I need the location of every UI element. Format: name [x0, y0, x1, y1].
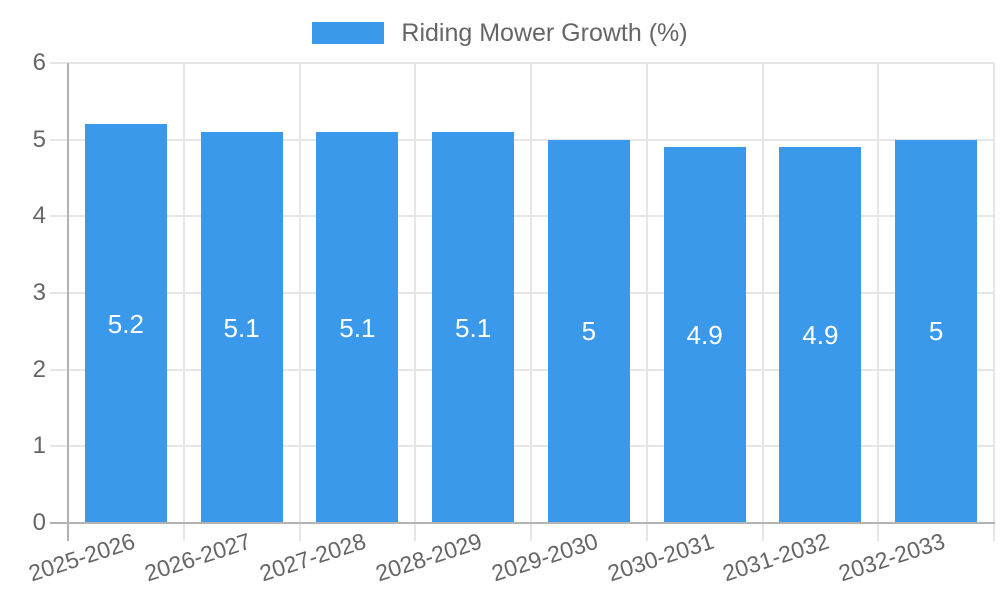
x-axis-line — [67, 522, 995, 524]
x-tick — [645, 523, 648, 541]
bar[interactable]: 5 — [547, 139, 630, 523]
y-tick — [50, 445, 68, 448]
x-gridline — [993, 63, 995, 523]
x-gridline — [414, 63, 417, 523]
x-axis-label: 2028-2029 — [372, 527, 486, 587]
y-axis-label: 0 — [32, 509, 46, 536]
bar[interactable]: 5 — [895, 139, 978, 523]
bar-value-label: 5.1 — [339, 312, 376, 343]
y-tick — [50, 368, 68, 371]
x-axis-label: 2026-2027 — [140, 527, 254, 587]
x-tick — [298, 523, 301, 541]
bar-value-label: 5 — [928, 316, 944, 347]
y-axis-line — [67, 63, 69, 523]
y-axis-label: 3 — [32, 279, 46, 306]
x-tick — [67, 523, 69, 541]
bar[interactable]: 4.9 — [779, 147, 862, 523]
x-gridline — [645, 63, 648, 523]
y-tick — [50, 215, 68, 218]
x-tick — [530, 523, 532, 541]
bar[interactable]: 5.2 — [84, 124, 167, 523]
bar-value-label: 5.1 — [455, 312, 492, 343]
x-tick — [877, 523, 880, 541]
y-tick — [50, 292, 68, 294]
y-axis-label: 1 — [32, 432, 46, 460]
x-tick — [993, 523, 995, 541]
y-tick — [50, 138, 68, 141]
y-axis-label: 2 — [32, 355, 46, 383]
x-tick — [414, 523, 417, 541]
bar-value-label: 4.9 — [802, 320, 839, 351]
x-axis-label: 2030-2031 — [603, 527, 717, 587]
legend-label: Riding Mower Growth (%) — [401, 19, 688, 47]
bar[interactable]: 5.1 — [316, 132, 399, 523]
bar-value-label: 5 — [581, 316, 597, 347]
bar[interactable]: 5.1 — [432, 132, 515, 523]
x-gridline — [530, 63, 532, 523]
bar-value-label: 5.2 — [107, 308, 144, 339]
x-axis-label: 2032-2033 — [835, 527, 949, 587]
bar[interactable]: 4.9 — [663, 147, 746, 523]
x-tick — [182, 523, 185, 541]
bar-value-label: 4.9 — [686, 320, 723, 351]
x-gridline — [298, 63, 301, 523]
x-axis-label: 2027-2028 — [256, 527, 370, 587]
y-tick — [50, 62, 68, 64]
x-axis-label: 2031-2032 — [719, 527, 833, 587]
x-gridline — [877, 63, 880, 523]
bar-value-label: 5.1 — [223, 312, 260, 343]
legend-swatch — [312, 22, 385, 44]
y-tick — [50, 522, 68, 524]
legend-item[interactable]: Riding Mower Growth (%) — [0, 20, 1000, 46]
bar[interactable]: 5.1 — [200, 132, 283, 523]
x-gridline — [182, 63, 185, 523]
y-axis-label: 6 — [32, 49, 46, 76]
y-axis-label: 5 — [32, 125, 46, 153]
x-axis-label: 2025-2026 — [25, 527, 138, 587]
y-axis-label: 4 — [32, 202, 46, 230]
x-tick — [761, 523, 764, 541]
x-axis-label: 2029-2030 — [488, 527, 601, 587]
x-gridline — [761, 63, 764, 523]
